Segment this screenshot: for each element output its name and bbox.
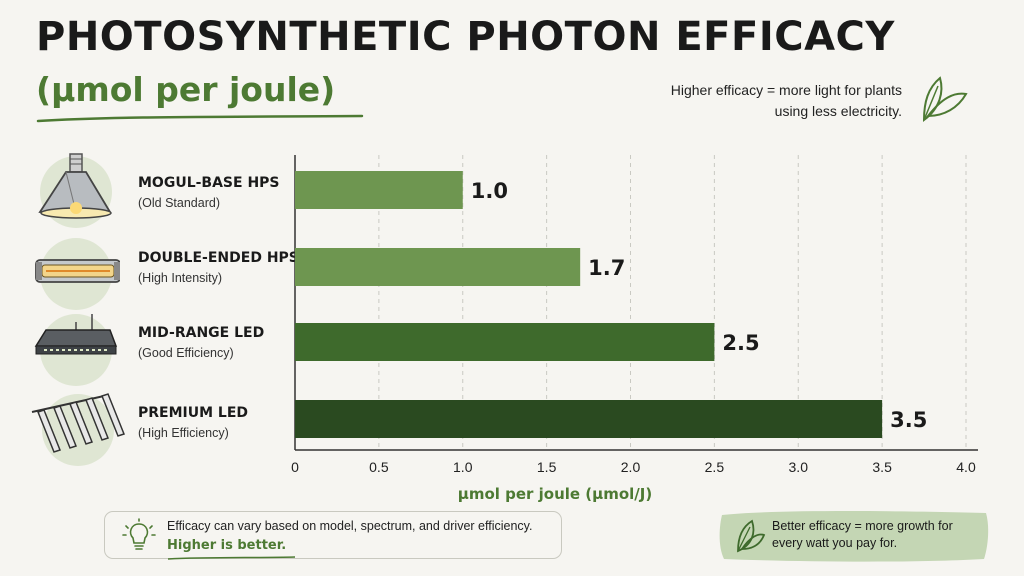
- x-tick-label: 3.0: [789, 459, 809, 475]
- category-subtitle: (Good Efficiency): [138, 346, 234, 360]
- bar-3: [295, 323, 715, 361]
- x-tick-label: 2.0: [621, 459, 641, 475]
- x-tick-label: 1.0: [453, 459, 473, 475]
- led-bar-fixture-icon: [31, 393, 125, 466]
- led-panel-icon: [34, 314, 118, 386]
- row-label-mogul-base-hps: MOGUL-BASE HPS (Old Standard): [138, 175, 280, 210]
- x-tick-label: 1.5: [537, 459, 557, 475]
- higher-is-better-text: Higher is better.: [167, 538, 287, 553]
- page-title: PHOTOSYNTHETIC PHOTON EFFICACY: [36, 14, 895, 60]
- bar-4: [295, 400, 883, 438]
- data-label: 1.7: [588, 256, 625, 280]
- leaf-icon: [737, 519, 766, 553]
- hps-reflector-icon: [38, 153, 112, 228]
- leaf-icon: [922, 76, 968, 123]
- emphasis-underline: [167, 556, 296, 560]
- x-axis-label: µmol per joule (µmol/J): [457, 485, 653, 503]
- x-tick-label: 3.5: [872, 459, 892, 475]
- efficacy-note: Higher efficacy = more light for plants …: [670, 82, 902, 119]
- variability-note: Efficacy can vary based on model, spectr…: [167, 519, 533, 533]
- x-tick-label: 0: [291, 459, 299, 475]
- page-subtitle: (µmol per joule): [36, 70, 336, 109]
- double-ended-hps-icon: [35, 238, 120, 310]
- bar-1: [295, 171, 463, 209]
- x-tick-label: 0.5: [369, 459, 389, 475]
- footer-note-box: Efficacy can vary based on model, spectr…: [104, 511, 562, 560]
- data-label: 2.5: [722, 331, 759, 355]
- category-name: MOGUL-BASE HPS: [138, 175, 280, 191]
- lightbulb-icon: [122, 518, 156, 550]
- data-label: 3.5: [890, 408, 927, 432]
- growth-callout: Better efficacy = more growth for every …: [772, 519, 953, 550]
- bar-2: [295, 248, 581, 286]
- x-tick-label: 4.0: [956, 459, 976, 475]
- category-subtitle: (High Intensity): [138, 271, 223, 285]
- category-subtitle: (High Efficiency): [138, 426, 229, 440]
- subtitle-underline: [36, 114, 364, 123]
- category-name: MID-RANGE LED: [138, 325, 265, 341]
- callout-brush-bg: [719, 511, 989, 562]
- row-label-double-ended-hps: DOUBLE-ENDED HPS (High Intensity): [138, 250, 299, 285]
- data-label: 1.0: [471, 179, 508, 203]
- category-name: PREMIUM LED: [138, 405, 249, 421]
- row-label-mid-range-led: MID-RANGE LED (Good Efficiency): [138, 325, 264, 360]
- category-subtitle: (Old Standard): [138, 196, 220, 210]
- x-tick-label: 2.5: [705, 459, 725, 475]
- row-label-premium-led: PREMIUM LED (High Efficiency): [138, 405, 248, 440]
- category-name: DOUBLE-ENDED HPS: [138, 250, 299, 266]
